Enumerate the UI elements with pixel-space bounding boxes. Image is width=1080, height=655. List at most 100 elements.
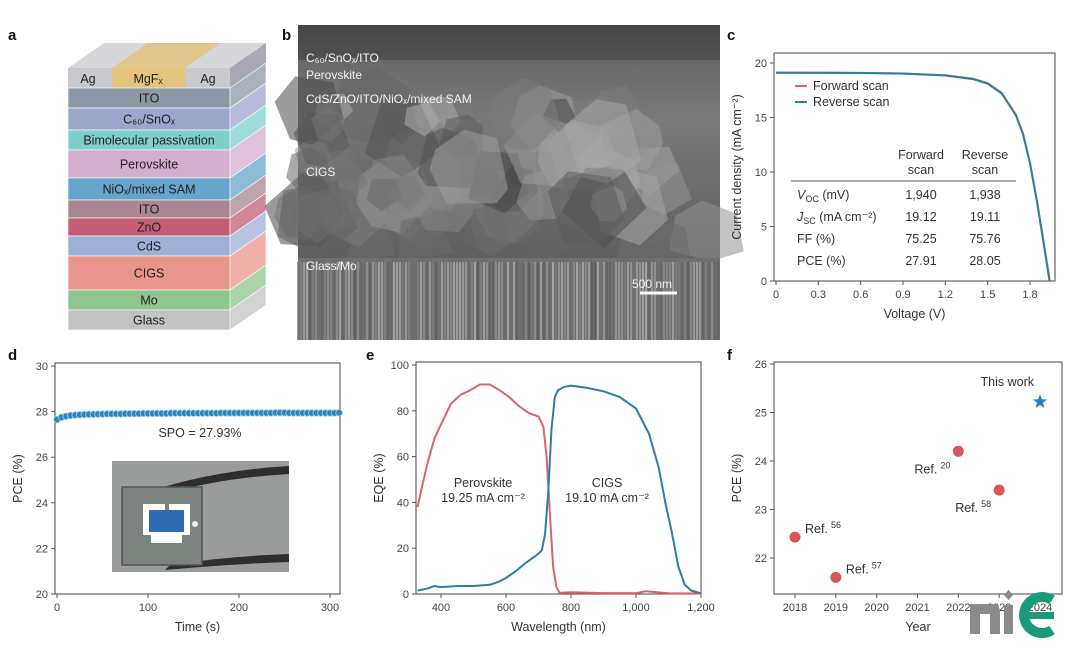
- y-tick-label: 80: [397, 406, 409, 418]
- panel-label-c: c: [727, 27, 735, 44]
- y-tick-label: 10: [755, 167, 767, 179]
- mgf-top-face: [112, 43, 221, 68]
- plot-frame: [773, 361, 1063, 595]
- series-current-label: 19.10 mA cm⁻²: [565, 491, 649, 505]
- panel-label-d: d: [8, 347, 17, 364]
- x-tick-label: 2022: [946, 602, 970, 614]
- y-axis-title: Current density (mA cm⁻²): [730, 94, 744, 240]
- y-tick-label: 0: [761, 276, 767, 288]
- y-axis-title: PCE (%): [730, 454, 744, 503]
- point-label: Ref. 57: [846, 560, 882, 576]
- table-header: scan: [908, 163, 934, 177]
- scale-bar-label: 500 nm: [632, 277, 672, 291]
- y-tick-label: 60: [397, 452, 409, 464]
- table-cell-forward: 75.25: [905, 232, 936, 246]
- y-tick-label: 26: [755, 359, 767, 371]
- sem-grain: [310, 106, 346, 142]
- data-point: [952, 445, 964, 457]
- eqe-chart: 400 600 800 1,000 1,200 0 20 40 60 80 100 Wavelengt…: [372, 360, 715, 634]
- layer-label: ITO: [139, 203, 160, 217]
- x-axis-title: Voltage (V): [884, 307, 946, 321]
- table-cell-reverse: 19.11: [970, 210, 1000, 224]
- table-row-label: VOC (mV): [797, 188, 849, 204]
- series-label: CIGS: [592, 476, 623, 490]
- y-tick-label: 5: [761, 222, 767, 234]
- table-cell-forward: 19.12: [905, 210, 936, 224]
- x-tick-label: 100: [139, 602, 157, 614]
- plot-frame: [54, 362, 341, 595]
- plot-frame: [773, 52, 1056, 282]
- logo-i: [1004, 605, 1013, 634]
- data-point: [830, 571, 842, 583]
- panel-label-f: f: [727, 347, 733, 364]
- layer-side-10: [229, 284, 267, 331]
- table-row-label: JSC (mA cm⁻²): [796, 210, 877, 226]
- mgf-layer: [112, 68, 185, 88]
- legend-label: Forward scan: [813, 79, 889, 93]
- y-tick-label: 30: [36, 361, 48, 373]
- logo-e: [1019, 592, 1055, 638]
- data-point: [993, 484, 1005, 496]
- x-tick-label: 0: [773, 289, 779, 301]
- layer-label: Perovskite: [120, 158, 178, 172]
- layer-label: CdS: [137, 240, 161, 254]
- sem-grain: [404, 101, 440, 137]
- x-tick-label: 1,200: [687, 602, 715, 614]
- series-line-perovskite: [416, 383, 702, 595]
- sem-grain: [387, 175, 426, 212]
- point-label: Ref. 58: [955, 499, 991, 515]
- sem-label: CIGS: [306, 165, 335, 179]
- x-tick-label: 2024: [1028, 602, 1052, 614]
- layer-label: C₆₀/SnOₓ: [123, 113, 176, 127]
- sem-grain: [487, 78, 561, 151]
- layer-label: ITO: [139, 92, 160, 106]
- y-tick-label: 0: [403, 589, 409, 601]
- contact-dot: [192, 521, 198, 527]
- y-tick-label: 28: [36, 407, 48, 419]
- x-tick-label: 800: [562, 602, 580, 614]
- table-cell-reverse: 75.76: [969, 232, 1000, 246]
- x-tick-label: 600: [497, 602, 515, 614]
- table-cell-forward: 27.91: [905, 254, 936, 268]
- y-tick-label: 20: [755, 58, 767, 70]
- sem-grain: [290, 188, 346, 244]
- x-axis-title: Time (s): [175, 620, 220, 634]
- legend-label: Reverse scan: [813, 95, 889, 109]
- logo-e-bar: [1028, 612, 1054, 619]
- x-axis-title: Year: [905, 620, 930, 634]
- sem-grain: [548, 171, 625, 246]
- layer-label-right: Ag: [200, 72, 215, 86]
- sem-top-layers: [298, 25, 720, 60]
- sem-grain: [564, 99, 642, 184]
- logo-n: [970, 604, 1000, 634]
- y-tick-label: 25: [755, 408, 767, 420]
- x-tick-label: 2019: [824, 602, 848, 614]
- x-tick-label: 1.2: [938, 289, 953, 301]
- data-point-star: [1032, 394, 1048, 408]
- active-area: [149, 510, 184, 532]
- table-header: Forward: [898, 148, 944, 162]
- table-row-label: FF (%): [797, 232, 835, 246]
- jv-curve-chart: 0 0.3 0.6 0.9 1.2 1.5 1.8 0 5 10 15 20 Voltage (V) Cu…: [730, 52, 1056, 321]
- table-cell-reverse: 28.05: [969, 254, 1000, 268]
- sem-grain: [429, 129, 508, 204]
- point-label: This work: [981, 375, 1035, 389]
- x-tick-label: 200: [230, 602, 248, 614]
- x-tick-label: 0.3: [811, 289, 826, 301]
- sem-grain: [524, 222, 569, 258]
- x-tick-label: 1,000: [622, 602, 650, 614]
- sem-label: Perovskite: [306, 68, 362, 82]
- x-tick-label: 2020: [864, 602, 888, 614]
- y-tick-label: 20: [397, 543, 409, 555]
- series-current-label: 19.25 mA cm⁻²: [441, 491, 525, 505]
- sem-label: C₆₀/SnOₓ/ITO: [306, 51, 379, 65]
- x-tick-label: 0.6: [853, 289, 868, 301]
- y-tick-label: 20: [36, 589, 48, 601]
- x-tick-label: 1.5: [980, 289, 995, 301]
- table-header: Reverse: [962, 148, 1009, 162]
- panel-label-a: a: [8, 27, 17, 44]
- series-line-reverse-scan: [775, 71, 1051, 282]
- layer-8: [67, 255, 231, 291]
- panel-label-b: b: [282, 27, 291, 44]
